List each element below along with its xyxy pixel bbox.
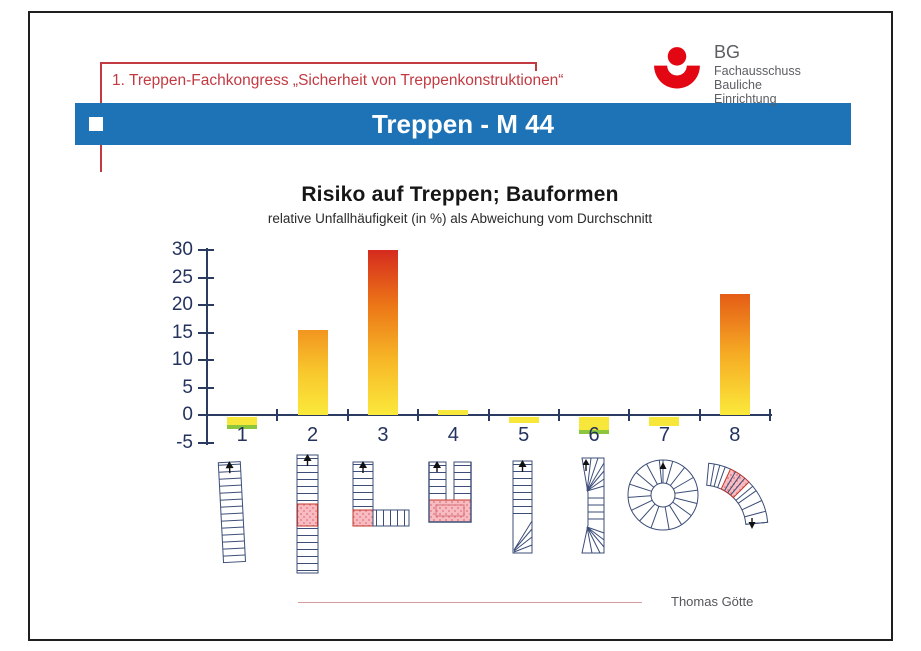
bar — [719, 294, 750, 415]
stair-diagram-1-straight — [217, 461, 247, 564]
x-tick — [628, 409, 631, 421]
y-tick-label: 15 — [171, 321, 193, 343]
y-tick — [198, 249, 214, 251]
title-bar: Treppen - M 44 — [75, 103, 851, 145]
x-category-label: 3 — [377, 424, 389, 446]
bar — [649, 417, 680, 426]
y-tick — [198, 441, 214, 444]
bg-logo-icon — [654, 47, 700, 89]
bar-green-tip — [579, 430, 610, 435]
bar — [579, 417, 610, 435]
bar — [297, 329, 328, 415]
stair-diagram-4-U-shape-landing — [428, 461, 472, 523]
author-credit: Thomas Götte — [671, 594, 754, 609]
y-tick-label: 20 — [171, 294, 193, 315]
bar — [367, 250, 398, 415]
y-tick — [198, 304, 214, 306]
x-tick — [557, 409, 560, 421]
bg-logo-abbr: BG — [714, 42, 741, 62]
congress-header-text: 1. Treppen-Fachkongress „Sicherheit von … — [112, 72, 564, 89]
x-category-label: 7 — [658, 424, 670, 446]
y-tick — [198, 276, 214, 279]
x-category-label: 6 — [588, 424, 600, 446]
x-tick — [206, 409, 208, 421]
y-tick-label: 30 — [171, 239, 193, 260]
stair-diagram-6-winders-top-bottom — [581, 457, 605, 554]
footer-rule — [298, 602, 642, 603]
stair-diagram-8-curved-arc — [706, 462, 769, 529]
x-tick — [417, 409, 420, 421]
x-category-label: 2 — [307, 424, 319, 446]
bg-logo-line1: Fachausschuss — [714, 64, 801, 78]
header-rule-corner — [535, 62, 537, 71]
x-tick — [346, 409, 349, 421]
stair-diagram-3-L-shape-landing — [352, 461, 410, 527]
bar-green-tip — [227, 424, 258, 429]
x-category-label: 5 — [518, 424, 530, 446]
y-tick — [198, 386, 214, 389]
stair-diagram-7-spiral — [627, 459, 699, 531]
stair-diagram-5-straight-bottom-winders — [512, 460, 533, 554]
x-tick — [698, 409, 701, 421]
slide-border-frame — [28, 11, 893, 641]
y-axis-line — [206, 248, 208, 445]
y-tick-label: 5 — [182, 376, 193, 398]
x-category-label: 8 — [729, 424, 741, 446]
y-tick-label: -5 — [176, 431, 193, 453]
y-tick-label: 10 — [171, 349, 193, 370]
chart-title: Risiko auf Treppen; Bauformen — [301, 183, 619, 206]
y-tick-label: 25 — [171, 266, 193, 288]
y-tick — [198, 331, 214, 334]
slide-title: Treppen - M 44 — [371, 109, 555, 139]
x-category-label: 1 — [236, 424, 248, 446]
bar — [227, 417, 258, 429]
y-tick-label: 0 — [182, 404, 193, 425]
x-category-label: 4 — [447, 424, 459, 446]
title-bullet-square — [89, 117, 103, 131]
header-rule-top — [100, 62, 536, 64]
x-tick — [487, 409, 490, 421]
bg-logo-line2: Bauliche Einrichtung — [714, 78, 777, 106]
stair-diagram-2-straight-landing — [296, 454, 319, 574]
x-tick — [769, 409, 771, 421]
x-tick — [276, 409, 279, 421]
chart-subtitle: relative Unfallhäufigkeit (in %) als Abw… — [267, 211, 653, 226]
bar — [508, 417, 539, 424]
y-tick — [198, 359, 214, 361]
bar — [438, 409, 469, 415]
